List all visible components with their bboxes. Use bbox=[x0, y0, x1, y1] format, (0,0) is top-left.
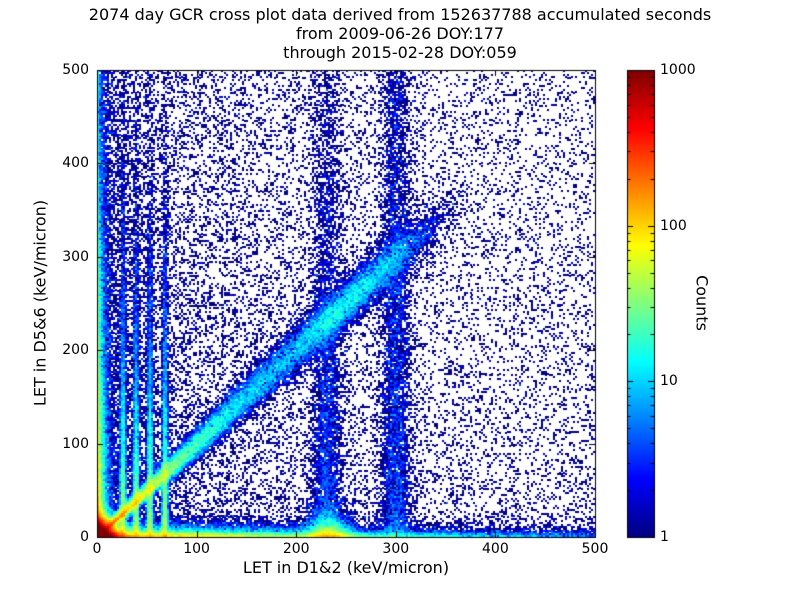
x-tick-label: 0 bbox=[92, 541, 102, 557]
y-tick-label: 200 bbox=[62, 342, 89, 359]
colorbar-tick-label: 10 bbox=[660, 373, 678, 390]
y-axis-label: LET in D5&6 (keV/micron) bbox=[30, 199, 50, 407]
colorbar-tick-label: 1 bbox=[660, 529, 669, 545]
colorbar-tick-label: 100 bbox=[660, 217, 687, 234]
colorbar-label: Counts bbox=[692, 275, 712, 331]
y-tick-label: 500 bbox=[62, 62, 89, 78]
y-tick-label: 300 bbox=[62, 248, 89, 265]
x-tick-label: 300 bbox=[382, 541, 410, 557]
x-tick-label: 400 bbox=[482, 541, 509, 557]
x-tick-label: 100 bbox=[183, 541, 210, 557]
y-tick-label: 400 bbox=[62, 155, 89, 172]
x-tick-label: 500 bbox=[581, 541, 609, 557]
chart-title-line-2: from 2009-06-26 DOY:177 bbox=[295, 24, 504, 43]
colorbar-tick-label: 1000 bbox=[660, 62, 696, 78]
y-tick-label: 100 bbox=[62, 435, 89, 452]
plot-area bbox=[97, 70, 595, 537]
x-tick-label: 200 bbox=[282, 541, 310, 557]
chart-title-line-1: 2074 day GCR cross plot data derived fro… bbox=[88, 5, 712, 24]
colorbar bbox=[627, 70, 654, 537]
y-tick-label: 0 bbox=[80, 529, 89, 545]
chart-title-line-3: through 2015-02-28 DOY:059 bbox=[283, 43, 517, 62]
x-axis-label: LET in D1&2 (keV/micron) bbox=[242, 558, 450, 577]
